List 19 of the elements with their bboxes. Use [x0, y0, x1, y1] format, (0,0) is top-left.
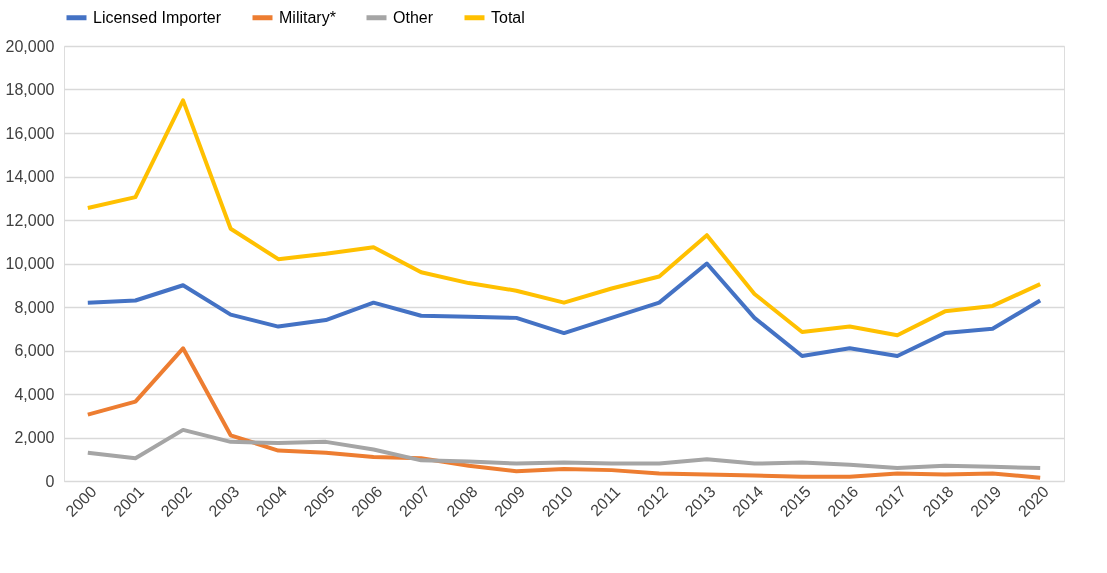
line-series	[85, 346, 1043, 480]
y-tick-label: 4,000	[14, 385, 55, 403]
y-tick-label: 20,000	[5, 37, 55, 55]
legend-label: Military*	[279, 8, 336, 26]
y-tick-label: 8,000	[14, 298, 55, 316]
line-series	[85, 427, 1043, 470]
legend-label: Licensed Importer	[93, 8, 222, 26]
y-tick-label: 18,000	[5, 81, 55, 98]
y-tick-label: 16,000	[5, 124, 55, 142]
y-tick-label: 10,000	[5, 255, 55, 272]
y-tick-label: 2,000	[14, 429, 55, 446]
line-series	[85, 261, 1043, 358]
y-tick-label: 12,000	[5, 211, 55, 229]
line-series	[85, 98, 1043, 338]
y-tick-label: 6,000	[14, 342, 55, 359]
legend-label: Other	[393, 8, 434, 26]
y-tick-label: 14,000	[5, 168, 55, 185]
legend-label: Total	[491, 8, 525, 26]
y-tick-label: 0	[45, 472, 55, 490]
